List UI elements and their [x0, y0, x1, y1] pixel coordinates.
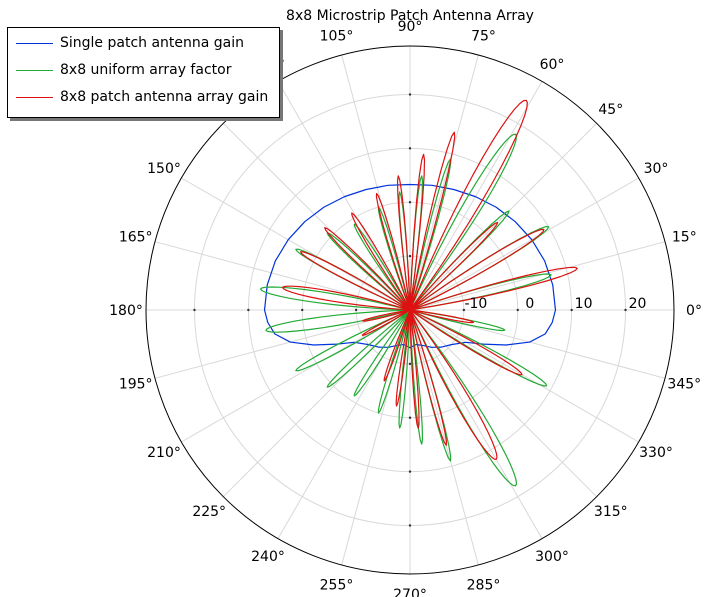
legend-label-array-factor: 8x8 uniform array factor: [60, 62, 232, 78]
legend-label-single-patch: Single patch antenna gain: [60, 35, 245, 51]
polar-grid: [146, 46, 674, 574]
series-line-2: [282, 99, 578, 460]
angle-tick-label: 180°: [109, 303, 143, 319]
radial-tick-mark: [408, 524, 412, 527]
radial-tick-mark: [624, 308, 627, 312]
radial-tick-mark: [408, 416, 412, 419]
radial-tick-mark: [462, 308, 466, 312]
angle-grid-line: [409, 54, 479, 311]
angle-grid-line: [409, 81, 543, 311]
radial-tick-mark: [408, 362, 412, 366]
legend-item-array-gain: 8x8 patch antenna array gain: [8, 87, 279, 107]
legend-swatch-single-patch: [16, 43, 53, 44]
angle-grid-line: [181, 177, 411, 311]
radial-tick-mark: [408, 470, 412, 473]
angle-tick-label: 75°: [471, 29, 496, 45]
angle-grid-line: [409, 309, 598, 498]
radial-tick-label: 10: [575, 296, 593, 312]
legend: Single patch antenna gain 8x8 uniform ar…: [7, 27, 280, 118]
angle-tick-label: 315°: [594, 504, 628, 520]
outer-ring: [145, 45, 675, 575]
angle-tick-label: 240°: [251, 549, 285, 565]
chart-title: 8x8 Microstrip Patch Antenna Array: [286, 8, 534, 24]
angle-grid-line: [409, 177, 639, 311]
angle-tick-label: 270°: [393, 587, 427, 597]
angle-tick-label: 90°: [398, 19, 423, 35]
angle-grid-line: [409, 309, 543, 539]
angle-tick-label: 225°: [192, 504, 226, 520]
legend-item-single-patch: Single patch antenna gain: [8, 33, 279, 53]
radial-tick-mark: [301, 308, 304, 312]
angle-tick-label: 0°: [686, 303, 702, 319]
angle-tick-label: 30°: [644, 161, 669, 177]
series-layer: [260, 99, 578, 487]
legend-swatch-array-factor: [16, 70, 53, 71]
angle-tick-label: 60°: [540, 57, 565, 73]
radial-tick-mark: [570, 308, 573, 312]
angle-tick-label: 210°: [147, 445, 181, 461]
legend-swatch-array-gain: [16, 97, 53, 98]
angle-tick-label: 150°: [147, 161, 181, 177]
angle-grid-line: [409, 241, 666, 311]
angle-tick-label: 105°: [320, 29, 354, 45]
angle-grid-line: [409, 309, 479, 566]
angle-grid-line: [154, 309, 411, 379]
angle-tick-label: 330°: [639, 445, 673, 461]
radial-tick-mark: [408, 254, 412, 258]
radial-tick-mark: [408, 201, 412, 204]
angle-tick-label: 15°: [672, 230, 697, 246]
angle-tick-label: 165°: [119, 230, 153, 246]
radial-tick-label: -10: [464, 296, 487, 312]
legend-label-array-gain: 8x8 patch antenna array gain: [60, 89, 269, 105]
legend-item-array-factor: 8x8 uniform array factor: [8, 60, 279, 80]
angle-tick-label: 285°: [467, 577, 501, 593]
radial-tick-mark: [354, 308, 358, 312]
angle-grid-line: [409, 309, 639, 443]
angle-tick-label: 45°: [598, 102, 623, 118]
series-line-0: [263, 183, 557, 349]
radial-tick-mark: [408, 147, 412, 150]
radial-tick-mark: [193, 308, 196, 312]
angle-tick-label: 345°: [667, 377, 701, 393]
angle-grid-line: [222, 122, 411, 311]
radial-tick-label: 0: [525, 296, 534, 312]
angle-tick-label: 255°: [320, 577, 354, 593]
radial-tick-mark: [516, 308, 519, 312]
angle-tick-label: 300°: [535, 549, 569, 565]
angle-tick-label: 195°: [119, 377, 153, 393]
radial-tick-labels: -10 0 10 20: [464, 296, 646, 312]
angle-grid-line: [409, 122, 598, 311]
radial-tick-mark: [247, 308, 250, 312]
angle-grid-line: [222, 309, 411, 498]
radial-tick-mark: [408, 93, 412, 96]
radial-tick-label: 20: [629, 296, 647, 312]
